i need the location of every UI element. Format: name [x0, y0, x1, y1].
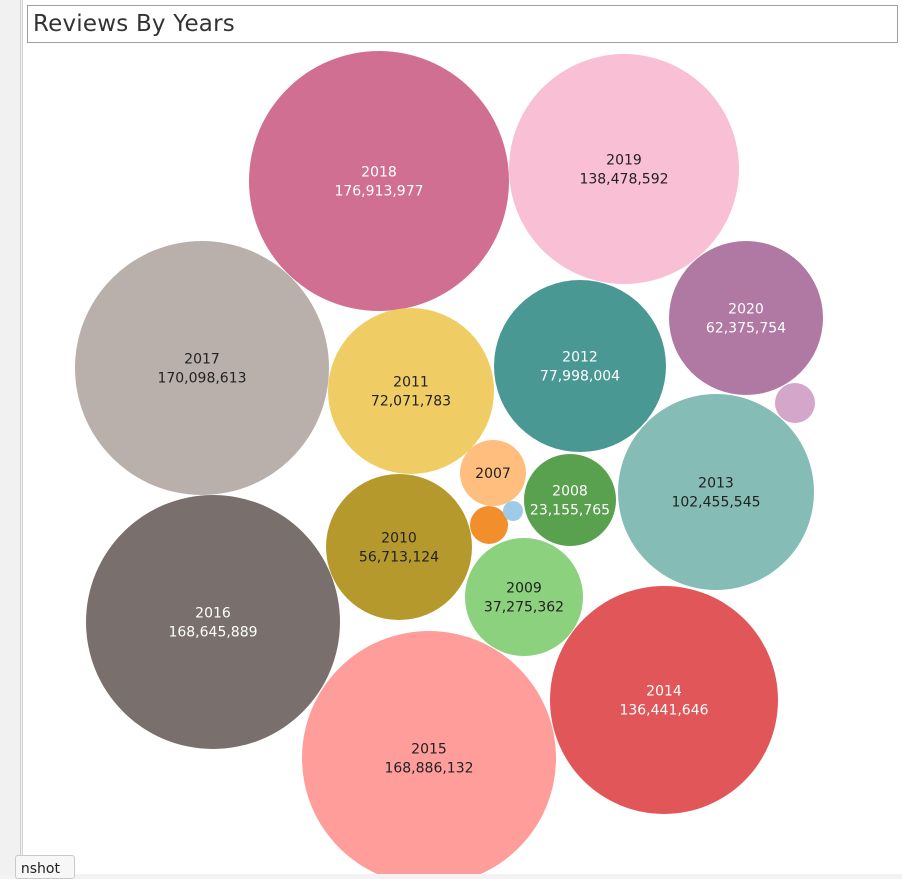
bubble-value-text: 168,645,889: [168, 625, 257, 641]
bubble-2007[interactable]: 2007: [460, 440, 526, 506]
bubble-circle[interactable]: [302, 631, 556, 874]
bubble-value-text: 62,375,754: [706, 321, 786, 337]
chart-title: Reviews By Years: [33, 11, 235, 37]
bubble-2012[interactable]: 2012 77,998,004: [494, 280, 666, 452]
window-left-edge: [0, 0, 21, 874]
bubble-unlabeled-10[interactable]: [470, 506, 508, 544]
bubble-circle[interactable]: [86, 495, 340, 749]
bubble-circle[interactable]: [249, 51, 509, 311]
bubble-circle[interactable]: [524, 454, 616, 546]
bubble-2009[interactable]: 2009 37,275,362: [465, 538, 583, 656]
bubble-value-text: 170,098,613: [157, 371, 246, 387]
bubble-circle[interactable]: [618, 394, 814, 590]
bubble-label-text: 2009: [506, 581, 542, 597]
bubble-label-text: 2013: [698, 476, 734, 492]
bubble-2019[interactable]: 2019 138,478,592: [509, 54, 739, 284]
bubble-label-text: 2010: [381, 531, 417, 547]
bubble-2013[interactable]: 2013 102,455,545: [618, 394, 814, 590]
bubble-circle[interactable]: [503, 501, 523, 521]
bubble-label-text: 2015: [411, 742, 447, 758]
bubble-2016[interactable]: 2016 168,645,889: [86, 495, 340, 749]
bubble-unlabeled-11[interactable]: [503, 501, 523, 521]
bubble-value-text: 23,155,765: [530, 503, 610, 519]
bubble-2014[interactable]: 2014 136,441,646: [550, 586, 778, 814]
bubble-2010[interactable]: 2010 56,713,124: [326, 474, 472, 620]
bubble-circle[interactable]: [775, 383, 815, 423]
bubble-value-text: 37,275,362: [484, 600, 564, 616]
bubble-unlabeled-4[interactable]: [775, 383, 815, 423]
chart-title-box: Reviews By Years: [27, 5, 898, 43]
bubble-label-text: 2016: [195, 606, 231, 622]
bubble-value-text: 77,998,004: [540, 369, 620, 385]
bubble-2018[interactable]: 2018 176,913,977: [249, 51, 509, 311]
bubble-label-text: 2019: [606, 153, 642, 169]
bubble-circle[interactable]: [328, 308, 494, 474]
bubble-circle[interactable]: [494, 280, 666, 452]
bubble-label-text: 2017: [184, 352, 220, 368]
bubble-label-text: 2020: [728, 302, 764, 318]
bubble-label-text: 2018: [361, 165, 397, 181]
bubble-circle[interactable]: [326, 474, 472, 620]
bubble-label-text: 2008: [552, 484, 588, 500]
bubble-circle[interactable]: [509, 54, 739, 284]
screenshot-tab[interactable]: nshot: [15, 855, 75, 879]
bubble-circle[interactable]: [669, 241, 823, 395]
bubble-value-text: 56,713,124: [359, 550, 439, 566]
bubble-label-text: 2014: [646, 684, 682, 700]
bubble-2020[interactable]: 2020 62,375,754: [669, 241, 823, 395]
bubble-label-text: 2012: [562, 350, 598, 366]
bubble-value-text: 72,071,783: [371, 394, 451, 410]
bubble-2017[interactable]: 2017 170,098,613: [75, 241, 329, 495]
bubble-value-text: 176,913,977: [334, 184, 423, 200]
bubble-label-text: 2011: [393, 375, 429, 391]
bubble-circle[interactable]: [465, 538, 583, 656]
screenshot-tab-label: nshot: [20, 861, 60, 877]
bubble-value-text: 136,441,646: [619, 703, 708, 719]
bubble-circle[interactable]: [460, 440, 526, 506]
bubble-2011[interactable]: 2011 72,071,783: [328, 308, 494, 474]
bubble-circle[interactable]: [550, 586, 778, 814]
bubble-circle[interactable]: [75, 241, 329, 495]
bubble-value-text: 102,455,545: [671, 495, 760, 511]
bubble-2008[interactable]: 2008 23,155,765: [524, 454, 616, 546]
bubble-2015[interactable]: 2015 168,886,132: [302, 631, 556, 874]
bubble-label-text: 2007: [475, 466, 511, 482]
bubble-value-text: 138,478,592: [579, 172, 668, 188]
bubble-value-text: 168,886,132: [384, 761, 473, 777]
bubble-circle[interactable]: [470, 506, 508, 544]
